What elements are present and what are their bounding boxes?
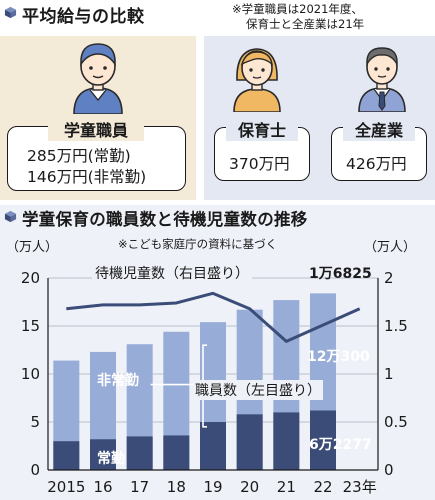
x-tick-label: 22: [313, 478, 332, 496]
box-bullet-icon: [4, 210, 17, 223]
left-tick-label: 10: [21, 365, 40, 383]
staff-fulltime-bar: [163, 435, 190, 470]
waiting-children-line: [66, 291, 361, 343]
x-tick-label: 23年: [343, 478, 377, 496]
staff-fulltime-bar: [90, 439, 116, 470]
gakudo-fulltime-salary: 285万円(常勤): [27, 147, 131, 165]
left-tick-label: 20: [21, 269, 40, 287]
comparison-title: 平均給与の比較: [22, 7, 145, 27]
last-total-label: 12万300: [307, 349, 370, 365]
x-tick-label: 16: [93, 478, 112, 496]
hoikushi-person-icon: [233, 48, 281, 112]
hoikushi-label: 保育士: [226, 117, 298, 141]
comparison-note-line1: ※学童職員は2021年度、: [232, 2, 363, 16]
parttime-label: 非常勤: [97, 373, 139, 389]
right-tick-label: 1.5: [384, 317, 408, 335]
staff-fulltime-bar: [200, 422, 226, 470]
gakudo-label: 学童職員: [48, 117, 144, 141]
x-tick-label: 21: [277, 478, 296, 496]
last-waiting-label: 1万6825: [309, 266, 372, 282]
left-tick-label: 5: [30, 413, 40, 431]
right-tick-label: 0.5: [384, 413, 408, 431]
zensangyo-person-icon: [358, 47, 406, 112]
x-tick-label: 19: [203, 478, 222, 496]
last-fulltime-label: 6万2277: [309, 437, 372, 453]
right-axis-unit: （万人）: [364, 240, 417, 255]
gakudo-staff-person-icon: [73, 43, 123, 114]
staff-fulltime-bar: [126, 436, 153, 470]
left-tick-label: 0: [30, 461, 40, 479]
x-tick-label: 2015: [47, 478, 85, 496]
staff-series-label: 職員数（左目盛り）: [193, 380, 323, 400]
comparison-note-line2: 保育士と全産業は21年: [246, 17, 365, 31]
source-note: ※こども家庭庁の資料に基づく: [118, 237, 278, 251]
x-tick-label: 20: [240, 478, 259, 496]
right-tick-label: 1: [384, 365, 394, 383]
right-tick-label: 2: [384, 269, 394, 287]
zensangyo-label: 全産業: [343, 117, 415, 141]
left-axis-unit: （万人）: [6, 240, 59, 255]
gakudo-parttime-salary: 146万円(非常勤): [27, 168, 147, 186]
x-tick-label: 17: [130, 478, 149, 496]
right-tick-label: 0: [384, 461, 394, 479]
staff-fulltime-bar: [236, 414, 263, 470]
fulltime-label: 常勤: [97, 451, 125, 467]
box-bullet-icon: [4, 6, 17, 19]
staff-fulltime-bar: [310, 410, 336, 470]
x-tick-label: 18: [167, 478, 186, 496]
zensangyo-salary: 426万円: [346, 155, 407, 173]
hoikushi-salary: 370万円: [229, 155, 290, 173]
staff-fulltime-bar: [273, 412, 300, 470]
chart-title: 学童保育の職員数と待機児童数の推移: [22, 210, 308, 229]
staff-fulltime-bar: [53, 441, 80, 470]
waiting-series-label: 待機児童数（右目盛り）: [92, 263, 252, 283]
left-tick-label: 15: [21, 317, 40, 335]
